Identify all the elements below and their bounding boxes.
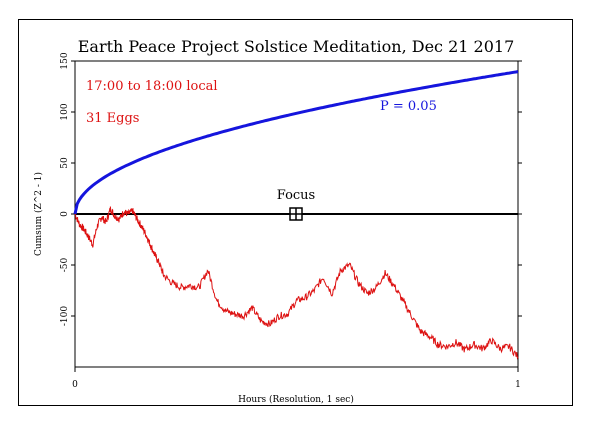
x-tick-label: 1 [515,380,521,390]
x-tick-label: 0 [72,380,78,390]
y-axis: 150 100 50 0 -50 -100 [60,52,522,326]
focus-marker-icon [289,207,303,221]
cumsum-line [74,206,519,360]
chart-frame [18,19,573,406]
y-axis-label: Cumsum (Z^2 - 1) [33,172,44,256]
focus-label: Focus [277,188,315,203]
x-axis-label: Hours (Resolution, 1 sec) [238,394,354,405]
time-window-label: 17:00 to 18:00 local [86,79,218,94]
eggs-label: 31 Eggs [86,111,139,126]
p-value-label: P = 0.05 [380,99,437,114]
y-tick-label: -50 [60,257,70,272]
y-tick-label: -100 [60,306,70,326]
y-tick-label: 100 [60,103,70,120]
y-tick-label: 50 [60,157,70,169]
y-tick-label: 150 [60,52,70,69]
p-curve-line [73,70,519,215]
y-tick-label: 0 [60,211,70,217]
chart-title: Earth Peace Project Solstice Meditation,… [78,37,515,56]
